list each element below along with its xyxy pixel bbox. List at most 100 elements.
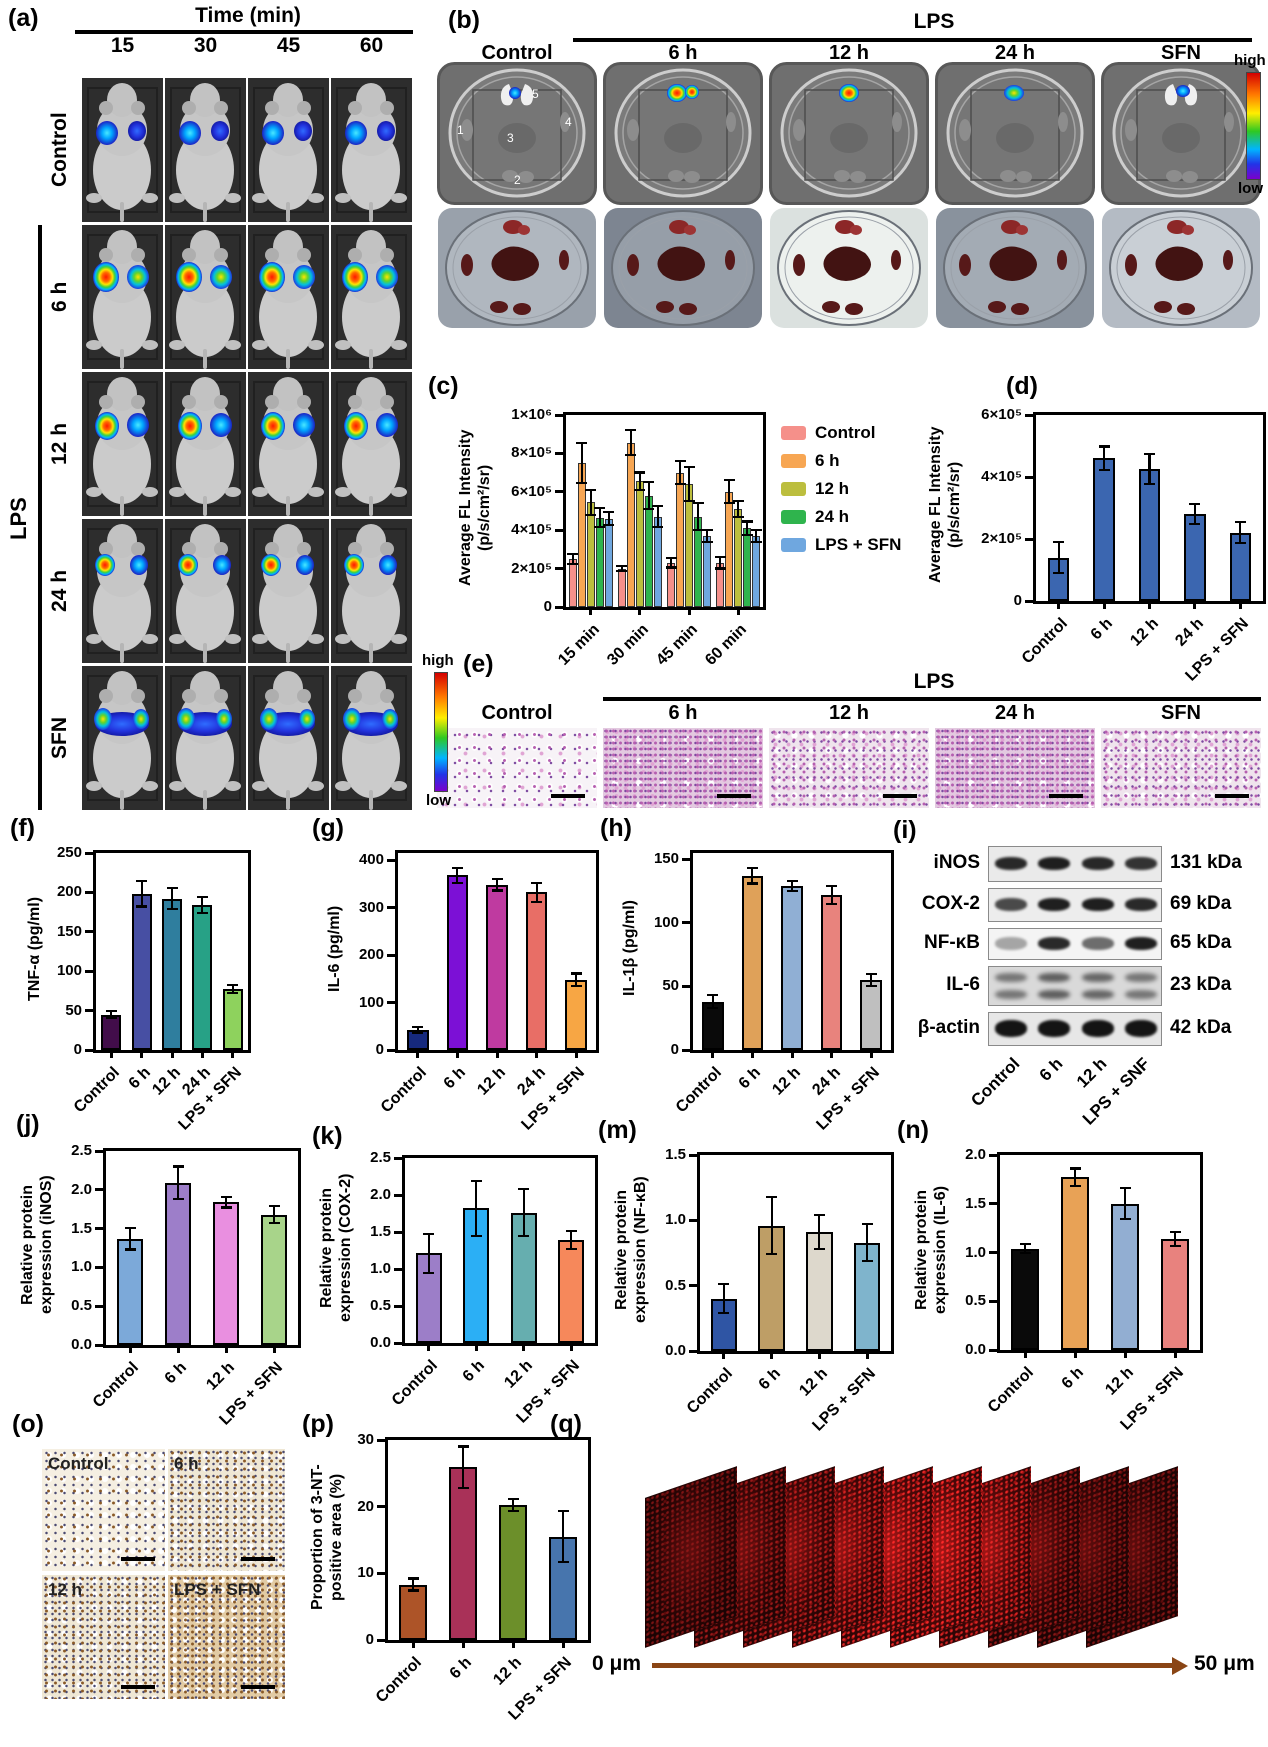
blot-protein-label: NF-κB <box>924 932 980 953</box>
y-tick-mark <box>555 605 563 609</box>
error-bar-cap <box>136 880 148 883</box>
bar <box>1093 458 1115 601</box>
mouse-fluorescence-image <box>248 519 329 663</box>
x-tick-mark <box>461 1640 465 1648</box>
blot-band <box>994 898 1027 911</box>
panel-h-plot: IL-1β (pg/ml) 0 50 100 150 Control 6 h 12 h 24 h… <box>621 850 894 1134</box>
blot-band <box>1038 1020 1071 1037</box>
y-tick-label: 1.5 <box>370 1223 391 1240</box>
panel-c-label: (c) <box>428 372 459 400</box>
error-bar-cap <box>196 911 208 914</box>
bar <box>498 1505 528 1640</box>
x-tick-mark <box>1073 1350 1077 1358</box>
panel-e-column-label: 24 h <box>994 702 1036 724</box>
y-tick-label: 1.5 <box>965 1194 986 1212</box>
mouse-fluorescence-image <box>331 372 412 516</box>
panel-g-label: (g) <box>312 814 344 842</box>
y-tick-mark <box>95 1227 103 1231</box>
bar <box>398 1584 428 1640</box>
bar <box>1184 514 1206 601</box>
bar <box>486 884 508 1050</box>
error-bar-cap <box>714 567 726 570</box>
x-tick-mark <box>589 607 593 615</box>
error-bar-cap <box>105 1010 117 1013</box>
error-bar-cap <box>603 510 615 513</box>
error-bar <box>818 1215 821 1250</box>
panel-n-plot: Relative protein expression (IL-6) 0.0 0.5… <box>913 1146 1203 1434</box>
legend-swatch <box>781 510 806 524</box>
x-tick-mark <box>1102 601 1106 609</box>
panel-e-column-label: 12 h <box>828 702 870 724</box>
panel-p-label: (p) <box>302 1410 334 1438</box>
error-bar-cap <box>268 1221 280 1225</box>
x-tick-mark <box>511 1640 515 1648</box>
error-bar <box>607 511 610 526</box>
error-bar-cap <box>565 1230 577 1233</box>
error-bar-cap <box>766 1253 778 1256</box>
y-tick-label: 150 <box>653 850 679 868</box>
panel-e-underline <box>603 697 1261 701</box>
error-bar-cap <box>1144 453 1155 456</box>
y-tick-mark <box>394 1193 402 1197</box>
error-bar-cap <box>1069 1185 1081 1188</box>
organ-photo-dish-image <box>437 207 597 329</box>
panel-c-plot: Average FL Intensity (p/s/cm²/sr) 0 2×10⁵ 4… <box>457 406 901 669</box>
error-bar-cap <box>594 506 606 510</box>
error-bar-cap <box>220 1195 232 1198</box>
panel-d-label: (d) <box>1006 372 1038 400</box>
error-bar-cap <box>507 1510 519 1513</box>
error-bar-cap <box>567 562 579 565</box>
y-tick-label: 0 <box>73 1041 82 1058</box>
error-bar-cap <box>732 515 744 518</box>
error-bar <box>711 995 714 1009</box>
mouse-fluorescence-image <box>82 225 163 369</box>
y-tick-mark <box>394 1341 402 1345</box>
x-tick-mark <box>455 1050 459 1058</box>
x-tick-mark <box>535 1050 539 1058</box>
x-tick-mark <box>569 1343 573 1351</box>
scale-bar <box>241 1685 275 1689</box>
blot-band <box>1081 898 1114 911</box>
error-bar <box>629 430 632 456</box>
error-bar <box>580 442 583 484</box>
blot-strip <box>988 966 1162 1006</box>
y-axis-label: Proportion of 3-NT- positive area (%) <box>309 1464 345 1610</box>
panel-e-column-label: Control <box>481 702 553 724</box>
error-bar-cap <box>665 566 677 569</box>
ihc-image-label: 12 h <box>48 1580 83 1599</box>
error-bar-cap <box>701 540 713 543</box>
panel-a-underline <box>75 30 413 34</box>
error-bar-cap <box>603 524 615 527</box>
x-tick-mark <box>770 1351 774 1359</box>
ihc-image <box>42 1575 165 1699</box>
error-bar <box>1123 1188 1127 1220</box>
blot-band <box>994 990 1027 1000</box>
blot-band <box>1081 973 1114 983</box>
scale-bar <box>121 1557 155 1561</box>
error-bar-cap <box>491 877 503 881</box>
ihc-image <box>168 1575 285 1699</box>
y-tick-mark <box>989 1348 997 1352</box>
y-tick-mark <box>394 1230 402 1234</box>
error-bar-cap <box>166 907 178 910</box>
y-axis-label: Average FL Intensity (p/s/cm²/sr) <box>457 429 493 587</box>
error-bar-cap <box>1144 482 1155 486</box>
panel-b-column-label: 24 h <box>994 42 1036 64</box>
error-bar <box>411 1578 415 1591</box>
error-bar <box>1103 446 1106 471</box>
blot-band <box>1038 990 1071 1000</box>
bar <box>644 495 653 607</box>
y-tick-mark <box>1025 599 1033 603</box>
legend-item: LPS + SFN <box>781 535 901 555</box>
blot-band <box>1125 973 1158 983</box>
x-tick-mark <box>817 1351 821 1359</box>
mouse-fluorescence-image <box>165 519 246 663</box>
error-bar <box>561 1511 565 1562</box>
error-bar <box>598 508 601 528</box>
error-bar-cap <box>1098 445 1110 448</box>
lps-bracket-label: LPS <box>6 497 31 541</box>
error-bar <box>535 882 538 902</box>
y-tick-mark <box>85 1048 93 1052</box>
y-tick-mark <box>95 1343 103 1347</box>
bar <box>595 517 604 607</box>
